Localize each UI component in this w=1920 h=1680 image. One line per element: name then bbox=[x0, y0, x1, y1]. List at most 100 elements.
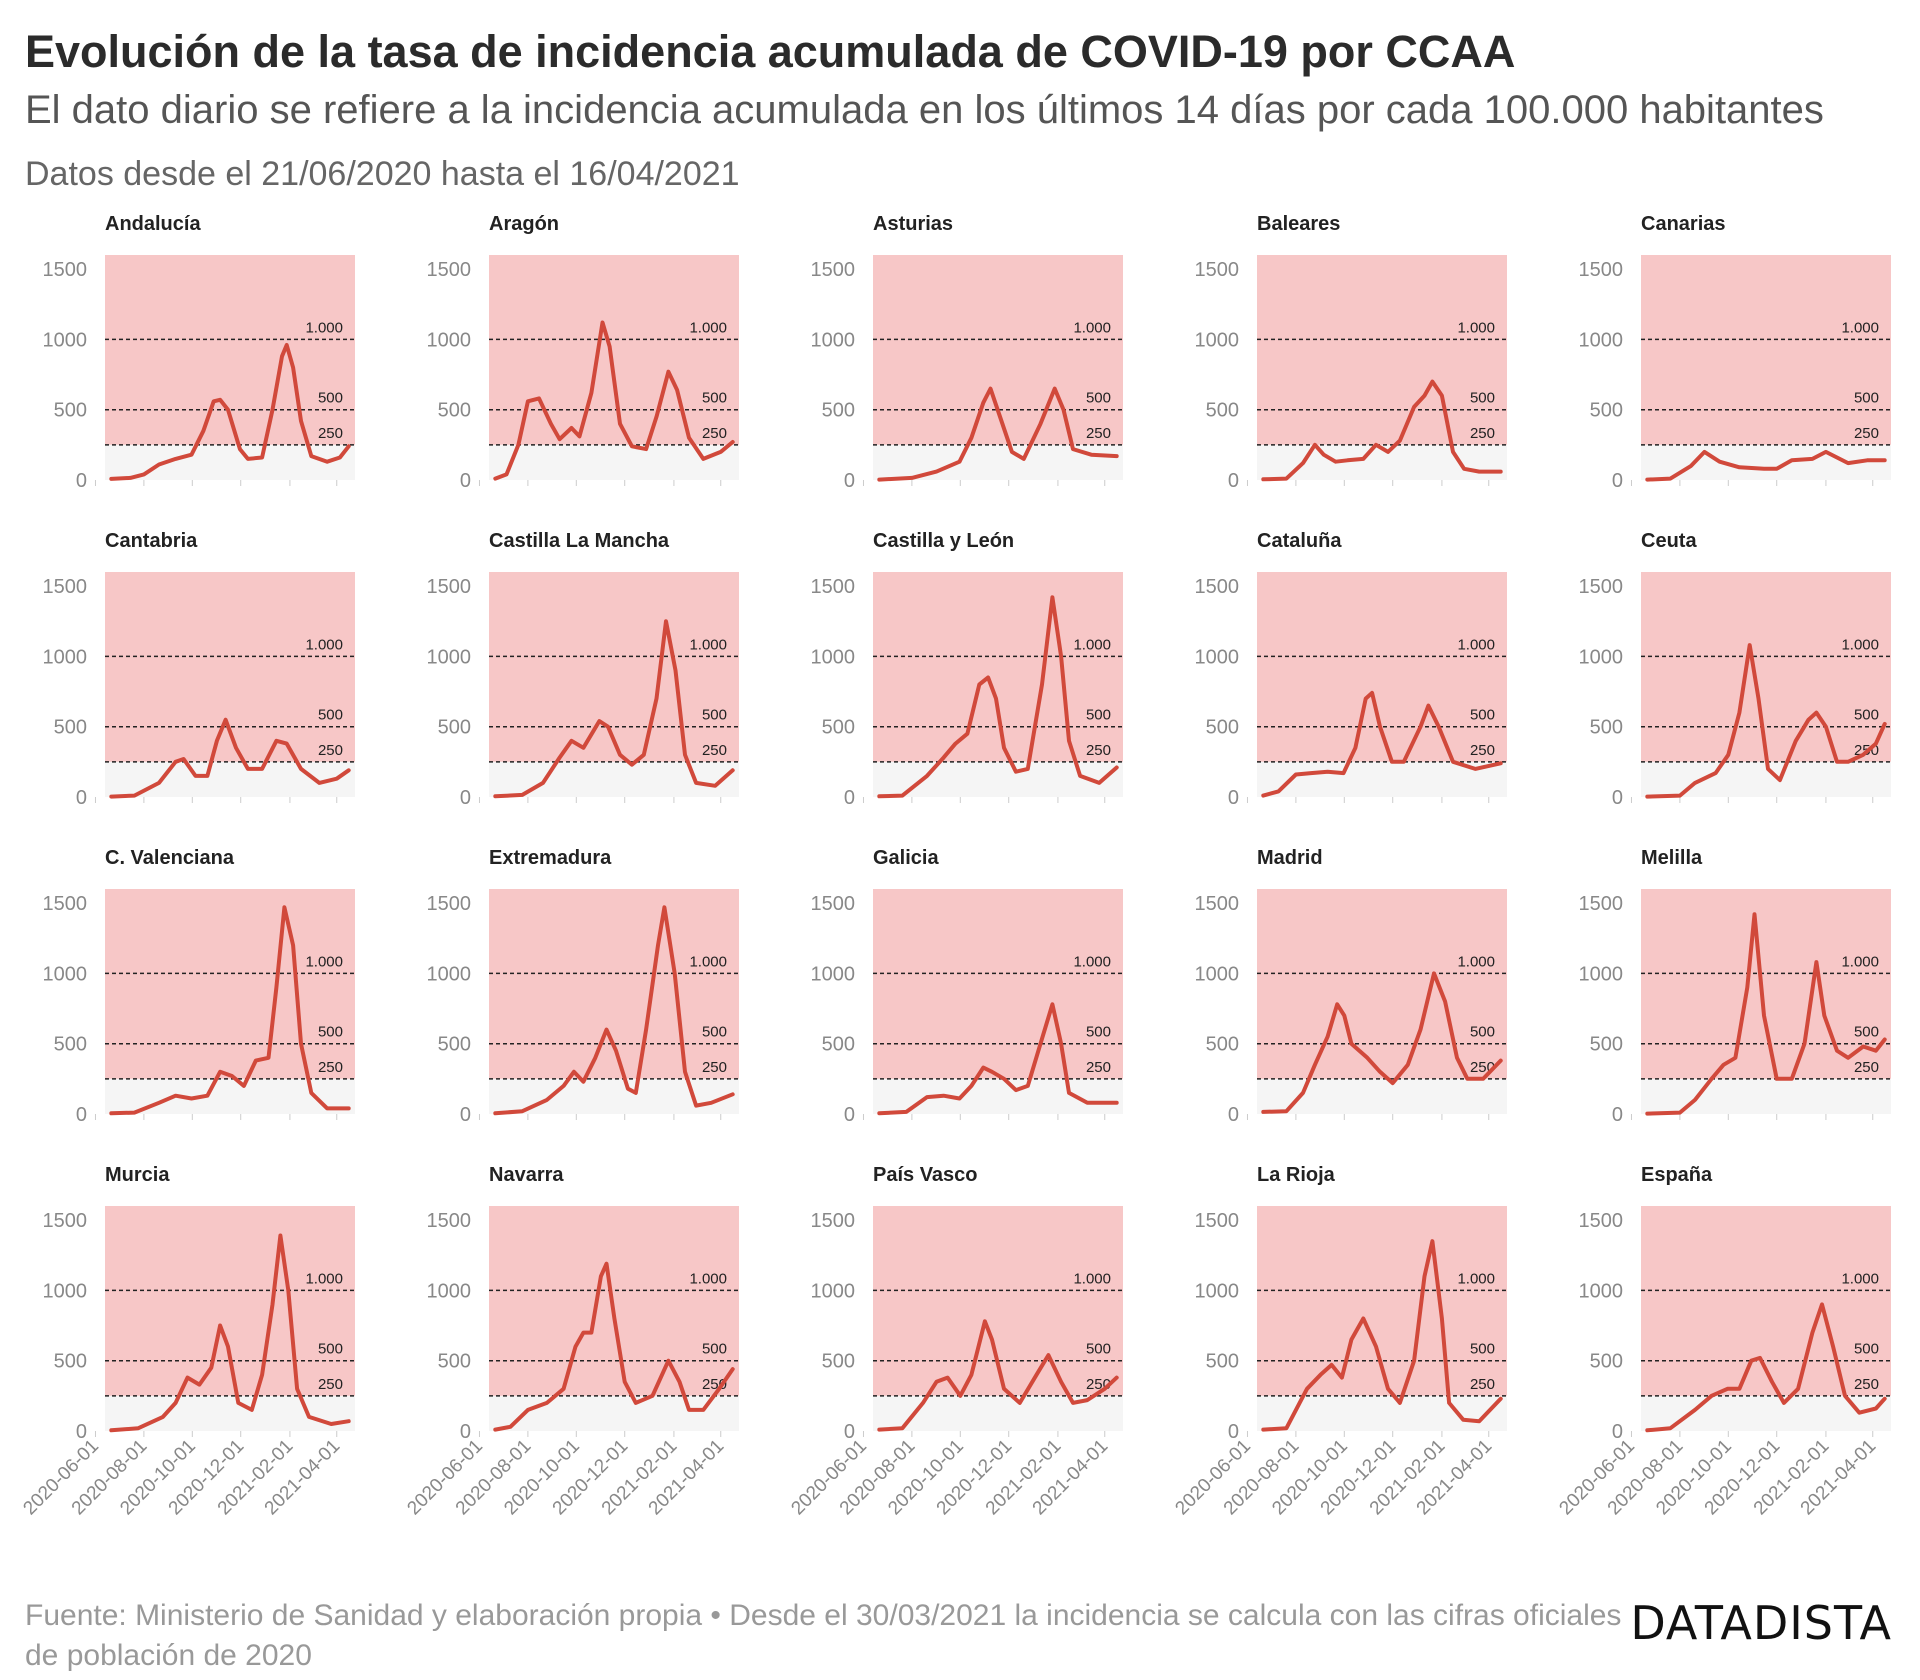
threshold-label: 1.000 bbox=[1073, 953, 1111, 970]
panel-title: Baleares bbox=[1257, 213, 1340, 235]
incidence-line bbox=[493, 320, 735, 481]
low-incidence-zone bbox=[1641, 1078, 1891, 1114]
threshold-label: 250 bbox=[1086, 425, 1111, 442]
threshold-label: 250 bbox=[1470, 1376, 1495, 1393]
y-tick-label: 0 bbox=[1228, 470, 1239, 492]
threshold-label: 250 bbox=[702, 742, 727, 759]
y-tick-label: 1000 bbox=[1195, 963, 1240, 985]
incidence-line bbox=[877, 386, 1119, 482]
incidence-line bbox=[1261, 1239, 1503, 1432]
chart-title: Evolución de la tasa de incidencia acumu… bbox=[25, 26, 1516, 77]
y-tick-label: 1500 bbox=[43, 1210, 88, 1232]
y-tick-label: 500 bbox=[1590, 717, 1623, 739]
panel-4: Baleares 0 500 1000 1500 1.000 500 250 bbox=[1195, 213, 1507, 492]
threshold-label: 1.000 bbox=[1073, 319, 1111, 336]
y-tick-label: 500 bbox=[54, 1034, 87, 1056]
threshold-label: 1.000 bbox=[689, 636, 727, 653]
y-tick-label: 500 bbox=[438, 717, 471, 739]
y-tick-label: 1000 bbox=[427, 963, 472, 985]
threshold-label: 1.000 bbox=[1841, 636, 1879, 653]
panel-1: Andalucía 0 500 1000 1500 1.000 500 250 bbox=[43, 213, 355, 492]
threshold-label: 250 bbox=[1470, 425, 1495, 442]
threshold-label: 1.000 bbox=[1073, 636, 1111, 653]
low-incidence-zone bbox=[489, 1395, 739, 1431]
threshold-label: 1.000 bbox=[1457, 636, 1495, 653]
y-tick-label: 1500 bbox=[1195, 893, 1240, 915]
y-tick-label: 1500 bbox=[1579, 1210, 1624, 1232]
y-tick-label: 0 bbox=[1612, 1421, 1623, 1443]
threshold-label: 500 bbox=[1086, 1341, 1111, 1358]
y-tick-label: 1000 bbox=[427, 646, 472, 668]
y-tick-label: 1500 bbox=[811, 1210, 856, 1232]
threshold-label: 500 bbox=[1854, 1024, 1879, 1041]
threshold-label: 1.000 bbox=[1841, 953, 1879, 970]
threshold-label: 250 bbox=[318, 425, 343, 442]
y-tick-label: 500 bbox=[438, 1034, 471, 1056]
y-tick-label: 500 bbox=[1590, 400, 1623, 422]
threshold-label: 1.000 bbox=[305, 319, 343, 336]
y-tick-label: 500 bbox=[822, 1351, 855, 1373]
incidence-line bbox=[877, 595, 1119, 799]
y-tick-label: 1000 bbox=[43, 329, 88, 351]
threshold-label: 500 bbox=[702, 707, 727, 724]
panel-5: Canarias 0 500 1000 1500 1.000 500 250 bbox=[1579, 213, 1891, 492]
low-incidence-zone bbox=[873, 444, 1123, 480]
y-tick-label: 1500 bbox=[1195, 1210, 1240, 1232]
panel-title: Madrid bbox=[1257, 847, 1323, 869]
high-incidence-zone bbox=[873, 889, 1123, 1079]
threshold-label: 250 bbox=[1854, 1059, 1879, 1076]
threshold-label: 250 bbox=[1470, 742, 1495, 759]
y-tick-label: 0 bbox=[460, 1104, 471, 1126]
y-tick-label: 500 bbox=[438, 400, 471, 422]
incidence-line bbox=[877, 1002, 1119, 1116]
high-incidence-zone bbox=[489, 572, 739, 762]
date-range: Datos desde el 21/06/2020 hasta el 16/04… bbox=[25, 155, 740, 193]
panel-title: Canarias bbox=[1641, 213, 1726, 235]
y-tick-label: 1000 bbox=[811, 963, 856, 985]
panel-title: Castilla y León bbox=[873, 530, 1014, 552]
incidence-line bbox=[1645, 643, 1887, 799]
panel-20: España0500100015002020-06-012020-08-0120… bbox=[1555, 1164, 1891, 1519]
threshold-label: 1.000 bbox=[689, 953, 727, 970]
y-tick-label: 1000 bbox=[43, 963, 88, 985]
threshold-label: 500 bbox=[318, 1341, 343, 1358]
threshold-label: 250 bbox=[1854, 1376, 1879, 1393]
y-tick-label: 1000 bbox=[43, 646, 88, 668]
threshold-label: 1.000 bbox=[689, 1270, 727, 1287]
panel-17: Navarra0500100015002020-06-012020-08-012… bbox=[403, 1164, 739, 1519]
y-tick-label: 1000 bbox=[427, 329, 472, 351]
incidence-line bbox=[1261, 971, 1503, 1114]
y-tick-label: 0 bbox=[460, 1421, 471, 1443]
y-tick-label: 1500 bbox=[1579, 893, 1624, 915]
panel-8: Castilla y León 0 500 1000 1500 1.000 500 250 bbox=[811, 530, 1123, 809]
panel-title: Extremadura bbox=[489, 847, 612, 869]
panel-13: Galicia 0 500 1000 1500 1.000 500 250 bbox=[811, 847, 1123, 1126]
y-tick-label: 1500 bbox=[427, 1210, 472, 1232]
low-incidence-zone bbox=[1257, 1078, 1507, 1114]
threshold-label: 500 bbox=[702, 1024, 727, 1041]
panel-title: Andalucía bbox=[105, 213, 201, 235]
y-tick-label: 0 bbox=[1612, 1104, 1623, 1126]
threshold-label: 500 bbox=[318, 707, 343, 724]
panel-title: Ceuta bbox=[1641, 530, 1697, 552]
threshold-label: 250 bbox=[318, 1376, 343, 1393]
panel-title: La Rioja bbox=[1257, 1164, 1336, 1186]
y-tick-label: 1500 bbox=[811, 893, 856, 915]
y-tick-label: 500 bbox=[54, 717, 87, 739]
y-tick-label: 1000 bbox=[811, 1280, 856, 1302]
y-tick-label: 1500 bbox=[811, 576, 856, 598]
threshold-label: 1.000 bbox=[1841, 1270, 1879, 1287]
panel-title: Cataluña bbox=[1257, 530, 1342, 552]
panel-title: Melilla bbox=[1641, 847, 1703, 869]
incidence-line bbox=[109, 1233, 351, 1433]
y-tick-label: 1500 bbox=[427, 576, 472, 598]
incidence-line bbox=[493, 1261, 735, 1432]
panel-title: Asturias bbox=[873, 213, 953, 235]
y-tick-label: 500 bbox=[1206, 717, 1239, 739]
threshold-label: 500 bbox=[1854, 707, 1879, 724]
y-tick-label: 1000 bbox=[1195, 646, 1240, 668]
threshold-label: 500 bbox=[702, 390, 727, 407]
high-incidence-zone bbox=[1257, 889, 1507, 1079]
high-incidence-zone bbox=[1641, 255, 1891, 445]
